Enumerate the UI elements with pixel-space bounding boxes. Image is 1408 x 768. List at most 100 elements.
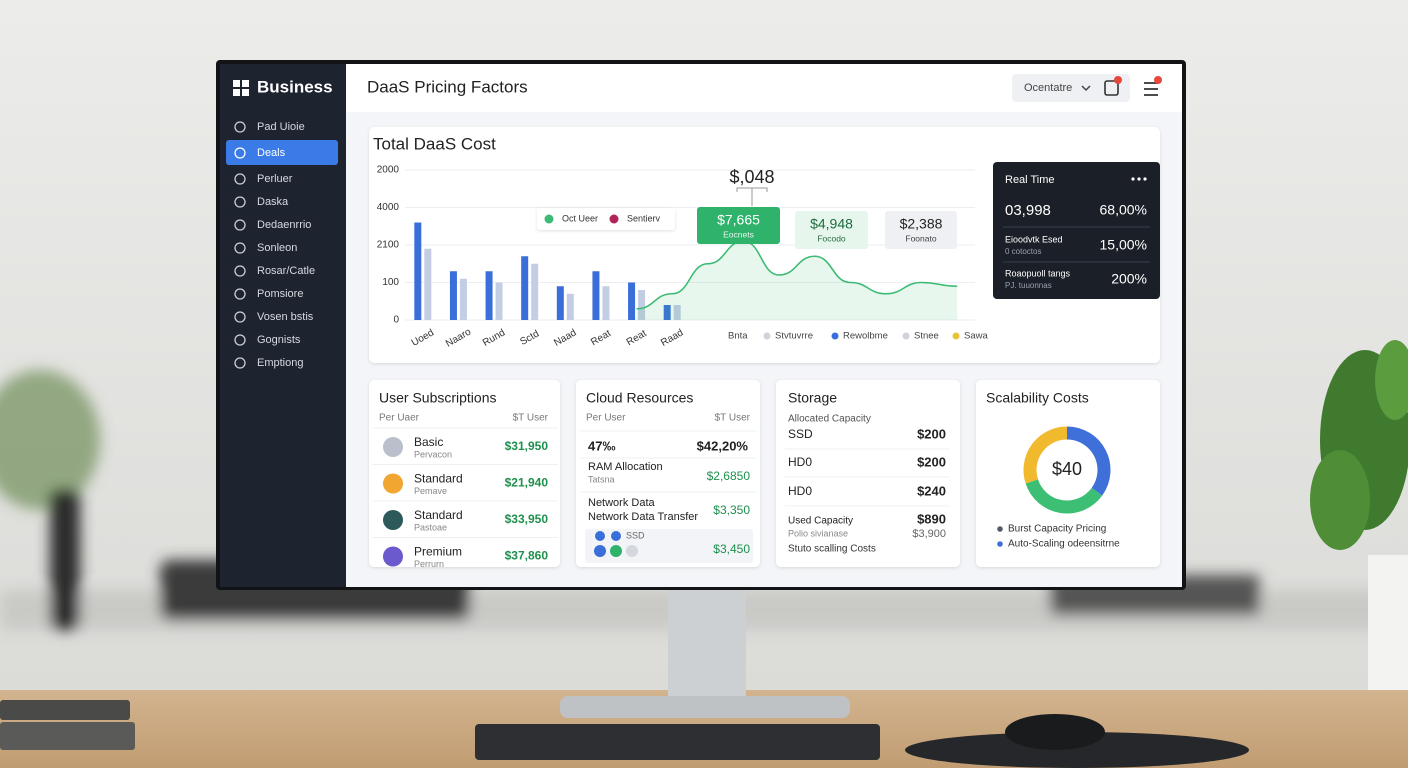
logo	[233, 80, 240, 87]
plan-icon	[383, 510, 403, 530]
bar	[521, 256, 529, 320]
storage-label: Used Capacity	[788, 516, 853, 527]
scalability-card	[976, 380, 1160, 567]
dropdown[interactable]	[1012, 74, 1130, 102]
nav-icon	[234, 173, 246, 185]
y-tick-label: 4000	[377, 202, 400, 213]
leaves	[1375, 340, 1408, 420]
rt-sub: 0 cotoctos	[1005, 247, 1041, 256]
bar	[531, 263, 539, 320]
nav-item[interactable]: Daska	[257, 196, 289, 208]
rt-label: Eioodvtk Esed	[1005, 234, 1063, 244]
nav-item[interactable]: Deals	[257, 147, 286, 159]
storage-value: $200	[917, 426, 946, 441]
legend-label: Rewolbme	[843, 331, 888, 342]
badge	[1114, 76, 1122, 84]
callout-label: Eocnets	[723, 229, 754, 239]
plan-icon	[383, 546, 403, 567]
logo	[242, 89, 249, 96]
plan-icon	[383, 437, 403, 457]
nav-item[interactable]: Vosen bstis	[257, 311, 314, 323]
more-dot[interactable]	[1137, 177, 1141, 181]
legend-dot	[609, 214, 619, 224]
badge	[1154, 76, 1162, 84]
nav-item[interactable]: Pad Uioie	[257, 121, 305, 133]
bar	[663, 305, 671, 320]
nav-icon	[234, 147, 246, 159]
legend-dot	[544, 214, 554, 224]
nav-item[interactable]: Perluer	[257, 173, 293, 185]
y-tick-label: 100	[382, 277, 399, 288]
annotation-bracket	[736, 187, 768, 206]
metric-label: Network Data	[588, 497, 656, 509]
nav-icon	[234, 357, 246, 369]
bottle	[50, 490, 80, 630]
metric-label: RAM Allocation	[588, 461, 663, 473]
bar	[485, 271, 493, 320]
dropdown-label[interactable]: Ocentatre	[1024, 82, 1072, 94]
rt-value: 200%	[1111, 271, 1147, 287]
storage-label: SSD	[788, 427, 813, 441]
bar	[459, 278, 467, 320]
logo	[242, 80, 249, 87]
legend-label: Auto-Scaling odeensitrne	[1008, 539, 1120, 550]
more-dot[interactable]	[1143, 177, 1147, 181]
col-header: Per Uaer	[379, 413, 420, 424]
nav-item[interactable]: Emptiong	[257, 357, 303, 369]
plan-sub: Perrurn	[414, 559, 444, 569]
nav-item[interactable]: Rosar/Catle	[257, 265, 315, 277]
nav-icon	[234, 242, 246, 254]
nav-item[interactable]: Dedaenrrio	[257, 219, 311, 231]
bar	[638, 290, 646, 320]
metric-value: $42,20%	[697, 438, 749, 453]
legend-dot	[997, 541, 1003, 547]
plan-name: Premium	[414, 545, 462, 559]
cloud-card	[576, 380, 760, 567]
plan-sub: Pastoae	[414, 522, 447, 532]
callout-value: $7,665	[717, 212, 760, 228]
storage-label: HD0	[788, 484, 812, 498]
pie-segment	[1066, 426, 1111, 496]
keyboard	[475, 724, 880, 760]
rt-label: Roaopuoll tangs	[1005, 268, 1071, 278]
nav-icon	[234, 121, 246, 133]
line-area	[636, 241, 958, 320]
metric-sub: SSD	[626, 530, 645, 540]
plan-value: $33,950	[505, 512, 549, 526]
y-tick-label: 2100	[377, 240, 400, 251]
metric-label: Network Data Transfer	[588, 511, 698, 523]
storage-card	[776, 380, 960, 567]
plan-value: $31,950	[505, 439, 549, 453]
card-title: Storage	[788, 390, 837, 406]
y-tick-label: 2000	[377, 165, 400, 176]
nav-icon	[234, 311, 246, 323]
card-title: User Subscriptions	[379, 390, 497, 406]
dot-icon	[595, 531, 605, 541]
metric-sub: Tatsna	[588, 474, 615, 484]
nav-icon	[234, 288, 246, 300]
bar	[628, 282, 636, 320]
legend-label: Stnee	[914, 331, 939, 342]
legend-dot	[952, 332, 960, 340]
bar	[414, 222, 422, 320]
more-dot[interactable]	[1131, 177, 1135, 181]
storage-value: $890	[917, 511, 946, 526]
stand-base	[560, 696, 850, 718]
dropdown-chevron	[1081, 85, 1091, 92]
plan-sub: Pervacon	[414, 449, 452, 459]
callout-label: Focodo	[817, 233, 846, 243]
notification-icon[interactable]	[1104, 80, 1119, 96]
storage-footer: Stuto scalling Costs	[788, 544, 876, 555]
bar	[556, 286, 564, 320]
callout-label: Foonato	[905, 233, 936, 243]
nav-item[interactable]: Pomsiore	[257, 288, 303, 300]
nav-item[interactable]: Sonleon	[257, 242, 297, 254]
nav-icon	[234, 265, 246, 277]
nav-item[interactable]: Gognists	[257, 334, 301, 346]
storage-sub: $3,900	[912, 528, 946, 540]
legend-dot	[902, 332, 910, 340]
card-title: Cloud Resources	[586, 390, 693, 406]
col-header: $T User	[513, 413, 549, 424]
